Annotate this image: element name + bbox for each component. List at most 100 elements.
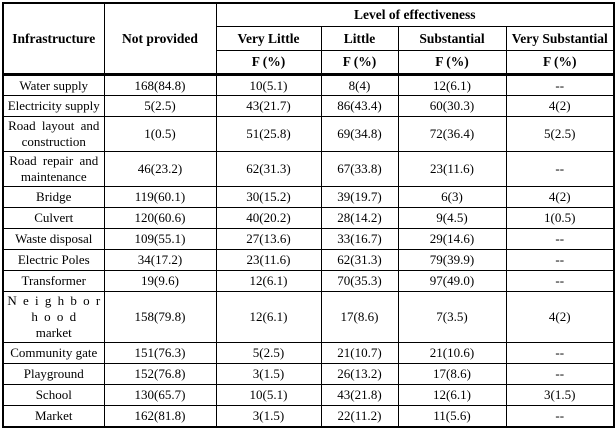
cell-infrastructure: School xyxy=(2,384,105,406)
cell-not-provided: 119(60.1) xyxy=(103,186,217,208)
col-header-little: Little xyxy=(320,26,399,51)
cell-very-little: 27(13.6) xyxy=(215,228,322,250)
cell-very-substantial: -- xyxy=(505,151,615,187)
cell-infrastructure: Waste disposal xyxy=(2,228,105,250)
cell-little: 43(21.8) xyxy=(320,384,399,406)
cell-little: 21(10.7) xyxy=(320,342,399,364)
measure-header-little: F (%) xyxy=(320,50,399,76)
cell-little: 33(16.7) xyxy=(320,228,399,250)
col-header-substantial: Substantial xyxy=(397,26,507,51)
cell-infrastructure: Road repair and maintenance xyxy=(2,151,105,187)
cell-very-substantial: -- xyxy=(505,363,615,385)
cell-substantial: 17(8.6) xyxy=(397,363,507,385)
cell-not-provided: 34(17.2) xyxy=(103,249,217,271)
cell-substantial: 60(30.3) xyxy=(397,95,507,117)
cell-infrastructure: Electric Poles xyxy=(2,249,105,271)
table-row: Playground 152(76.8) 3(1.5) 26(13.2) 17(… xyxy=(2,363,615,385)
measure-header-very-substantial: F (%) xyxy=(505,50,615,76)
cell-infrastructure: Electricity supply xyxy=(2,95,105,117)
cell-substantial: 7(3.5) xyxy=(397,291,507,343)
header-row-measure: F (%) F (%) F (%) F (%) xyxy=(3,50,615,76)
col-header-very-little: Very Little xyxy=(215,26,322,51)
cell-very-little: 12(6.1) xyxy=(215,291,322,343)
cell-very-substantial: -- xyxy=(505,342,615,364)
cell-very-substantial: 5(2.5) xyxy=(505,116,615,152)
cell-very-substantial: -- xyxy=(505,405,615,427)
cell-substantial: 29(14.6) xyxy=(397,228,507,250)
cell-very-little: 62(31.3) xyxy=(215,151,322,187)
cell-very-substantial: -- xyxy=(505,249,615,271)
cell-very-little: 51(25.8) xyxy=(215,116,322,152)
cell-little: 8(4) xyxy=(320,74,399,96)
table-body: Water supply 168(84.8) 10(5.1) 8(4) 12(6… xyxy=(2,74,615,427)
cell-not-provided: 162(81.8) xyxy=(103,405,217,427)
cell-not-provided: 130(65.7) xyxy=(103,384,217,406)
cell-little: 70(35.3) xyxy=(320,270,399,292)
cell-substantial: 12(6.1) xyxy=(397,74,507,96)
table-row: School 130(65.7) 10(5.1) 43(21.8) 12(6.1… xyxy=(2,384,615,406)
cell-very-little: 10(5.1) xyxy=(215,384,322,406)
table-row: N e i g h b o r h o o d market 158(79.8)… xyxy=(2,291,615,343)
measure-header-very-little: F (%) xyxy=(215,50,322,76)
cell-very-little: 12(6.1) xyxy=(215,270,322,292)
cell-substantial: 97(49.0) xyxy=(397,270,507,292)
table-row: Community gate 151(76.3) 5(2.5) 21(10.7)… xyxy=(2,342,615,364)
cell-infrastructure: Market xyxy=(2,405,105,427)
cell-not-provided: 152(76.8) xyxy=(103,363,217,385)
table-row: Bridge 119(60.1) 30(15.2) 39(19.7) 6(3) … xyxy=(2,186,615,208)
cell-little: 17(8.6) xyxy=(320,291,399,343)
col-header-effectiveness-group: Level of effectiveness xyxy=(215,2,615,27)
table-row: Road layout and construction 1(0.5) 51(2… xyxy=(2,116,615,152)
cell-infrastructure: Transformer xyxy=(2,270,105,292)
cell-very-substantial: -- xyxy=(505,228,615,250)
cell-little: 62(31.3) xyxy=(320,249,399,271)
col-header-very-substantial: Very Substantial xyxy=(505,26,615,51)
cell-substantial: 79(39.9) xyxy=(397,249,507,271)
cell-infrastructure: Water supply xyxy=(2,74,105,96)
header-row-group: Infrastructure Not provided Level of eff… xyxy=(2,2,615,76)
cell-very-little: 5(2.5) xyxy=(215,342,322,364)
cell-very-substantial: 4(2) xyxy=(505,95,615,117)
cell-little: 26(13.2) xyxy=(320,363,399,385)
cell-not-provided: 5(2.5) xyxy=(103,95,217,117)
cell-infrastructure: Community gate xyxy=(2,342,105,364)
cell-substantial: 23(11.6) xyxy=(397,151,507,187)
cell-infrastructure: Bridge xyxy=(2,186,105,208)
cell-very-little: 3(1.5) xyxy=(215,363,322,385)
table-row: Electric Poles 34(17.2) 23(11.6) 62(31.3… xyxy=(2,249,615,271)
cell-very-little: 40(20.2) xyxy=(215,207,322,229)
cell-infrastructure: N e i g h b o r h o o d market xyxy=(2,291,105,343)
table-row: Water supply 168(84.8) 10(5.1) 8(4) 12(6… xyxy=(2,74,615,96)
cell-very-substantial: 3(1.5) xyxy=(505,384,615,406)
table-header: Infrastructure Not provided Level of eff… xyxy=(2,2,615,76)
cell-very-substantial: 1(0.5) xyxy=(505,207,615,229)
cell-very-little: 3(1.5) xyxy=(215,405,322,427)
table-row: Culvert 120(60.6) 40(20.2) 28(14.2) 9(4.… xyxy=(2,207,615,229)
cell-very-substantial: 4(2) xyxy=(505,291,615,343)
cell-not-provided: 46(23.2) xyxy=(103,151,217,187)
table-row: Market 162(81.8) 3(1.5) 22(11.2) 11(5.6)… xyxy=(2,405,615,427)
cell-substantial: 72(36.4) xyxy=(397,116,507,152)
cell-not-provided: 19(9.6) xyxy=(103,270,217,292)
cell-very-substantial: 4(2) xyxy=(505,186,615,208)
cell-not-provided: 151(76.3) xyxy=(103,342,217,364)
header-row-levels: Very Little Little Substantial Very Subs… xyxy=(3,26,615,51)
cell-little: 28(14.2) xyxy=(320,207,399,229)
cell-infrastructure: Culvert xyxy=(2,207,105,229)
cell-infrastructure: Road layout and construction xyxy=(2,116,105,152)
col-header-not-provided: Not provided xyxy=(103,2,217,76)
cell-little: 67(33.8) xyxy=(320,151,399,187)
table-row: Road repair and maintenance 46(23.2) 62(… xyxy=(2,151,615,187)
cell-not-provided: 1(0.5) xyxy=(103,116,217,152)
cell-substantial: 21(10.6) xyxy=(397,342,507,364)
table-row: Waste disposal 109(55.1) 27(13.6) 33(16.… xyxy=(2,228,615,250)
cell-very-little: 30(15.2) xyxy=(215,186,322,208)
cell-little: 86(43.4) xyxy=(320,95,399,117)
cell-not-provided: 168(84.8) xyxy=(103,74,217,96)
cell-little: 22(11.2) xyxy=(320,405,399,427)
cell-very-little: 43(21.7) xyxy=(215,95,322,117)
cell-not-provided: 120(60.6) xyxy=(103,207,217,229)
cell-very-little: 23(11.6) xyxy=(215,249,322,271)
